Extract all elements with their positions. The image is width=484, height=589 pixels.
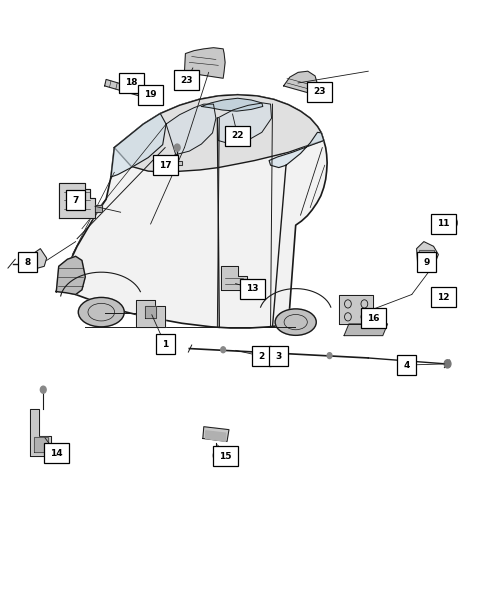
Polygon shape [202,426,228,441]
FancyBboxPatch shape [252,346,271,366]
FancyBboxPatch shape [430,287,455,307]
Text: 15: 15 [219,452,231,461]
Polygon shape [435,289,452,300]
Polygon shape [59,183,95,218]
FancyBboxPatch shape [225,126,250,146]
Circle shape [40,386,46,393]
FancyBboxPatch shape [212,446,238,466]
Polygon shape [111,114,166,177]
FancyBboxPatch shape [44,443,69,463]
Text: 19: 19 [144,90,157,99]
Polygon shape [166,104,215,155]
Text: 3: 3 [275,352,281,360]
FancyBboxPatch shape [269,346,287,366]
Polygon shape [418,250,433,259]
Polygon shape [416,241,438,262]
Polygon shape [343,324,387,336]
Polygon shape [136,300,165,327]
Polygon shape [95,205,102,212]
Circle shape [326,353,331,359]
Text: 2: 2 [258,352,264,360]
Text: 9: 9 [422,257,428,267]
Circle shape [220,347,225,353]
FancyBboxPatch shape [155,335,174,355]
Text: 22: 22 [231,131,243,140]
FancyBboxPatch shape [239,279,264,299]
Polygon shape [283,71,317,95]
FancyBboxPatch shape [174,70,199,90]
Text: 23: 23 [180,75,193,85]
FancyBboxPatch shape [138,85,163,105]
Text: 14: 14 [50,449,62,458]
Text: 17: 17 [158,161,171,170]
FancyBboxPatch shape [18,252,37,272]
FancyBboxPatch shape [397,355,415,375]
Circle shape [174,144,180,151]
Polygon shape [56,95,326,328]
Polygon shape [30,409,51,456]
Text: 18: 18 [125,78,137,87]
Polygon shape [172,161,182,166]
Polygon shape [145,306,156,318]
Circle shape [212,452,218,459]
FancyBboxPatch shape [430,214,455,234]
Circle shape [445,216,456,230]
Circle shape [283,350,288,356]
Polygon shape [338,294,372,324]
Polygon shape [26,249,46,271]
FancyBboxPatch shape [307,82,332,102]
Circle shape [443,360,450,368]
Polygon shape [217,103,271,145]
Text: 13: 13 [245,284,258,293]
Text: 4: 4 [403,360,409,369]
Text: 1: 1 [162,340,168,349]
Polygon shape [269,133,323,168]
FancyBboxPatch shape [152,155,177,175]
Polygon shape [184,48,225,78]
Text: 11: 11 [436,220,449,229]
Polygon shape [205,431,225,441]
Polygon shape [114,95,323,172]
Text: 23: 23 [313,87,325,96]
Polygon shape [105,80,146,97]
Circle shape [448,219,454,226]
FancyBboxPatch shape [119,73,144,93]
FancyBboxPatch shape [360,308,385,328]
Ellipse shape [78,297,124,327]
Polygon shape [56,256,85,294]
Text: 12: 12 [436,293,449,302]
Text: 8: 8 [24,257,30,267]
Polygon shape [33,436,48,452]
Ellipse shape [274,309,316,335]
Text: 7: 7 [72,196,79,205]
Polygon shape [201,98,262,111]
Text: 16: 16 [366,313,378,323]
FancyBboxPatch shape [416,252,435,272]
FancyBboxPatch shape [66,190,85,210]
Polygon shape [220,266,247,290]
